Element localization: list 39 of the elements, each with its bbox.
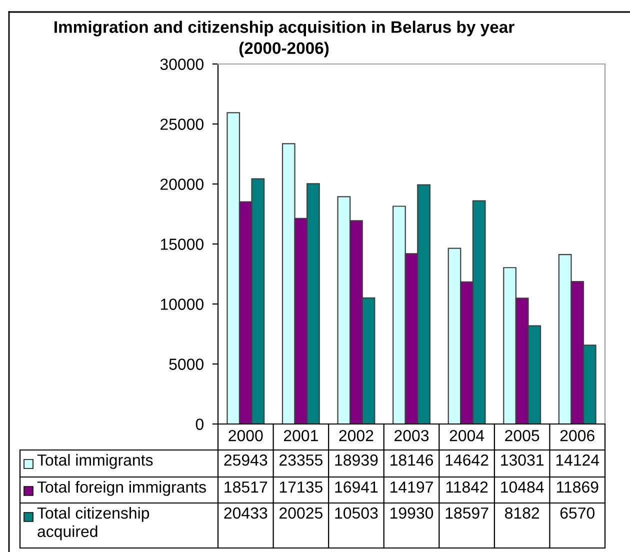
y-tick-label: 5000: [169, 358, 204, 370]
y-tick-label: 20000: [160, 178, 204, 190]
data-label: 14642: [446, 454, 488, 466]
data-label: 18597: [446, 507, 488, 519]
data-label: 10503: [335, 507, 378, 519]
y-tick-label: 30000: [160, 58, 204, 70]
data-label: 14124: [556, 454, 600, 466]
x-tick-label: 2006: [560, 430, 594, 442]
data-label: 18517: [224, 481, 268, 493]
x-tick-label: 2003: [394, 430, 429, 442]
data-label: 23355: [280, 454, 322, 466]
data-label: 14197: [390, 481, 433, 493]
legend-label: Total citizenship acquired: [37, 507, 150, 540]
data-label: 8182: [505, 507, 540, 519]
legend-label: Total immigrants: [37, 454, 153, 469]
data-label: 18146: [390, 454, 434, 466]
y-tick-label: 10000: [160, 298, 204, 310]
x-tick-label: 2005: [505, 430, 540, 442]
data-label: 19930: [390, 507, 434, 519]
data-label: 11842: [446, 481, 488, 493]
data-label: 17135: [280, 481, 322, 493]
data-label: 18939: [335, 454, 378, 466]
data-label: 20025: [280, 507, 322, 519]
chart-title: Immigration and citizenship acquisition in Belarus by year (2000-2006): [54, 20, 514, 58]
x-tick-label: 2000: [228, 430, 263, 442]
y-tick-label: 25000: [160, 118, 204, 130]
y-tick-label: 0: [196, 418, 204, 430]
data-label: 13031: [501, 454, 544, 466]
data-label: 25943: [224, 454, 268, 466]
data-label: 20433: [224, 507, 268, 519]
x-tick-label: 2001: [284, 430, 318, 442]
y-tick-label: 15000: [160, 238, 204, 250]
x-tick-label: 2002: [339, 430, 374, 442]
x-tick-label: 2004: [450, 430, 484, 442]
data-label: 6570: [560, 507, 594, 519]
data-label: 11869: [556, 481, 598, 493]
data-label: 10484: [501, 481, 544, 493]
data-label: 16941: [335, 481, 378, 493]
legend-label: Total foreign immigrants: [37, 481, 206, 496]
